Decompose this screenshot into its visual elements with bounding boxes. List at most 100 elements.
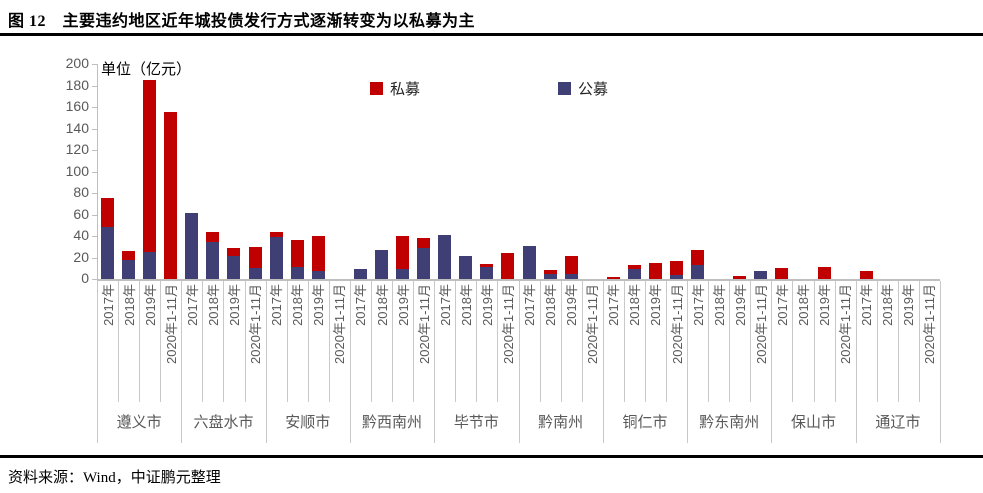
slot-separator	[897, 281, 899, 402]
bar-segment-公募	[248, 268, 262, 279]
bar-segment-私募	[143, 80, 157, 253]
x-axis-period-label: 2019年	[564, 284, 580, 326]
slot-separator	[286, 281, 288, 402]
y-axis-tick-mark	[92, 236, 97, 237]
slot-separator	[644, 281, 646, 402]
bar-segment-私募	[122, 251, 136, 260]
y-axis-tick-label: 120	[65, 141, 89, 157]
x-axis-period-label: 2017年	[859, 284, 875, 326]
y-axis-tick-mark	[92, 193, 97, 194]
slot-separator	[139, 281, 141, 402]
group-separator	[349, 281, 351, 443]
slot-separator	[497, 281, 499, 402]
x-axis-period-label: 2020年1-11月	[585, 284, 601, 364]
bar-segment-私募	[606, 276, 620, 279]
y-axis-tick-label: 80	[73, 184, 89, 200]
x-axis-group-label: 保山市	[791, 414, 837, 431]
bar-segment-私募	[733, 275, 747, 279]
slot-separator	[307, 281, 309, 402]
slot-separator	[918, 281, 920, 402]
y-axis-tick-mark	[92, 85, 97, 87]
group-separator	[518, 281, 520, 443]
bar-segment-公募	[627, 269, 641, 279]
slot-separator	[370, 281, 372, 402]
x-axis-period-label: 2017年	[690, 284, 706, 326]
bar-segment-公募	[522, 245, 536, 279]
x-axis-period-label: 2019年	[901, 284, 917, 326]
group-separator	[940, 281, 941, 443]
y-axis-tick-mark	[92, 171, 97, 173]
bar-segment-私募	[648, 262, 662, 279]
x-axis-period-label: 2020年1-11月	[753, 284, 769, 364]
x-axis-period-label: 2018年	[121, 284, 137, 326]
legend-item-simu: 私募	[370, 78, 420, 99]
x-axis-period-label: 2018年	[374, 284, 390, 326]
bar-segment-私募	[775, 268, 789, 279]
y-axis-tick-mark	[92, 128, 97, 130]
bar-segment-公募	[206, 242, 220, 279]
slot-separator	[223, 281, 225, 402]
bar-segment-私募	[206, 231, 220, 243]
bar-segment-私募	[480, 263, 494, 268]
x-axis-period-label: 2020年1-11月	[163, 284, 179, 364]
x-axis-period-label: 2018年	[627, 284, 643, 326]
bar-segment-公募	[143, 252, 157, 279]
bar-segment-公募	[311, 271, 325, 279]
bar-segment-私募	[670, 260, 684, 275]
y-axis-tick-mark	[92, 107, 97, 108]
bar-segment-公募	[480, 267, 494, 279]
axis-unit-label: 单位（亿元）	[101, 61, 192, 78]
x-axis-period-label: 2019年	[732, 284, 748, 326]
x-axis-period-label: 2019年	[311, 284, 327, 326]
group-separator	[97, 281, 98, 443]
slot-separator	[476, 281, 478, 402]
simu-swatch-icon	[370, 82, 383, 95]
x-axis-period-label: 2020年1-11月	[416, 284, 432, 364]
x-axis-group-label: 遵义市	[116, 414, 162, 431]
slot-separator	[455, 281, 457, 402]
bar-segment-私募	[396, 236, 410, 270]
x-axis-period-label: 2017年	[774, 284, 790, 326]
x-axis-period-label: 2017年	[269, 284, 285, 326]
bar-segment-公募	[290, 267, 304, 279]
y-axis-tick-mark	[92, 279, 97, 280]
bar-segment-私募	[417, 238, 431, 248]
bar-segment-私募	[269, 231, 283, 238]
y-axis-tick-label: 160	[65, 98, 89, 114]
y-axis-tick-label: 140	[65, 119, 89, 136]
x-axis-group-label: 铜仁市	[622, 414, 668, 431]
slot-separator	[413, 281, 415, 402]
source-note: 资料来源：Wind，中证鹏元整理	[8, 470, 221, 486]
title-divider	[0, 33, 983, 36]
slot-separator	[834, 281, 836, 402]
bar-segment-公募	[438, 234, 452, 279]
slot-separator	[118, 281, 120, 402]
x-axis-period-label: 2019年	[226, 284, 242, 326]
bar-segment-公募	[754, 271, 768, 279]
bar-segment-私募	[501, 253, 515, 279]
bar-segment-私募	[627, 265, 641, 270]
bar-segment-公募	[564, 273, 578, 279]
x-axis-period-label: 2017年	[437, 284, 453, 326]
x-axis-period-label: 2019年	[648, 284, 664, 326]
x-axis-period-label: 2020年1-11月	[922, 284, 938, 364]
legend-label-gongmu: 公募	[578, 81, 609, 98]
bar-segment-私募	[101, 198, 115, 228]
slot-separator	[813, 281, 815, 402]
x-axis-period-label: 2020年1-11月	[838, 284, 854, 364]
bar-segment-公募	[101, 227, 115, 279]
y-axis-tick-label: 200	[65, 55, 89, 71]
bar-segment-私募	[290, 240, 304, 268]
bar-segment-公募	[670, 274, 684, 279]
bar-segment-私募	[817, 267, 831, 279]
bar-segment-公募	[691, 265, 705, 279]
x-axis-period-label: 2017年	[184, 284, 200, 326]
slot-separator	[750, 281, 752, 402]
slot-separator	[792, 281, 794, 402]
bar-segment-私募	[564, 256, 578, 274]
slot-separator	[708, 281, 710, 402]
x-axis-period-label: 2019年	[142, 284, 158, 326]
bar-segment-公募	[353, 269, 367, 279]
group-separator	[181, 281, 183, 443]
